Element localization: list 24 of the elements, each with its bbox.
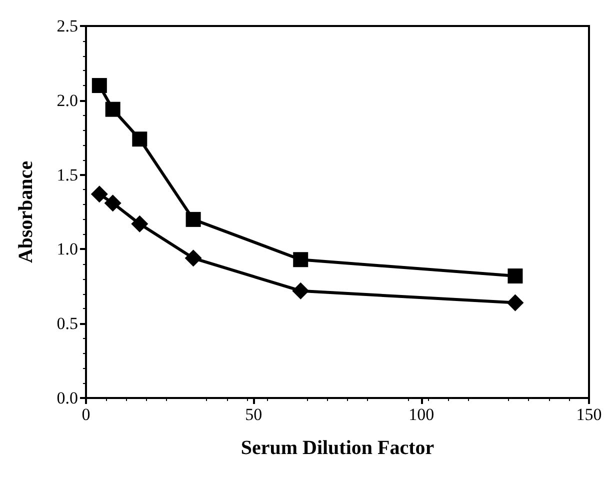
point <box>186 212 201 227</box>
y-axis-title: Absorbance <box>15 160 37 264</box>
y-tick-label: 2.5 <box>56 16 78 36</box>
y-tick-label: 1.0 <box>56 240 78 259</box>
x-tick-label: 100 <box>408 405 434 424</box>
point <box>104 194 122 212</box>
point <box>506 294 524 312</box>
y-tick-label: 1.5 <box>56 165 78 184</box>
point <box>184 250 202 267</box>
point <box>293 252 308 268</box>
y-tick-label: 2.0 <box>56 90 78 110</box>
point <box>508 268 523 284</box>
point <box>132 132 148 147</box>
y-tick-label: 0.0 <box>56 388 78 408</box>
point <box>90 186 108 203</box>
y-tick-label: 0.5 <box>56 314 78 334</box>
point <box>105 102 120 117</box>
x-tick-label: 0 <box>82 405 90 424</box>
point <box>131 215 148 232</box>
x-axis-title: Serum Dilution Factor <box>240 437 434 459</box>
x-tick-label: 50 <box>245 405 262 424</box>
point <box>292 282 310 300</box>
point <box>92 78 107 94</box>
x-tick-label: 150 <box>576 405 602 424</box>
